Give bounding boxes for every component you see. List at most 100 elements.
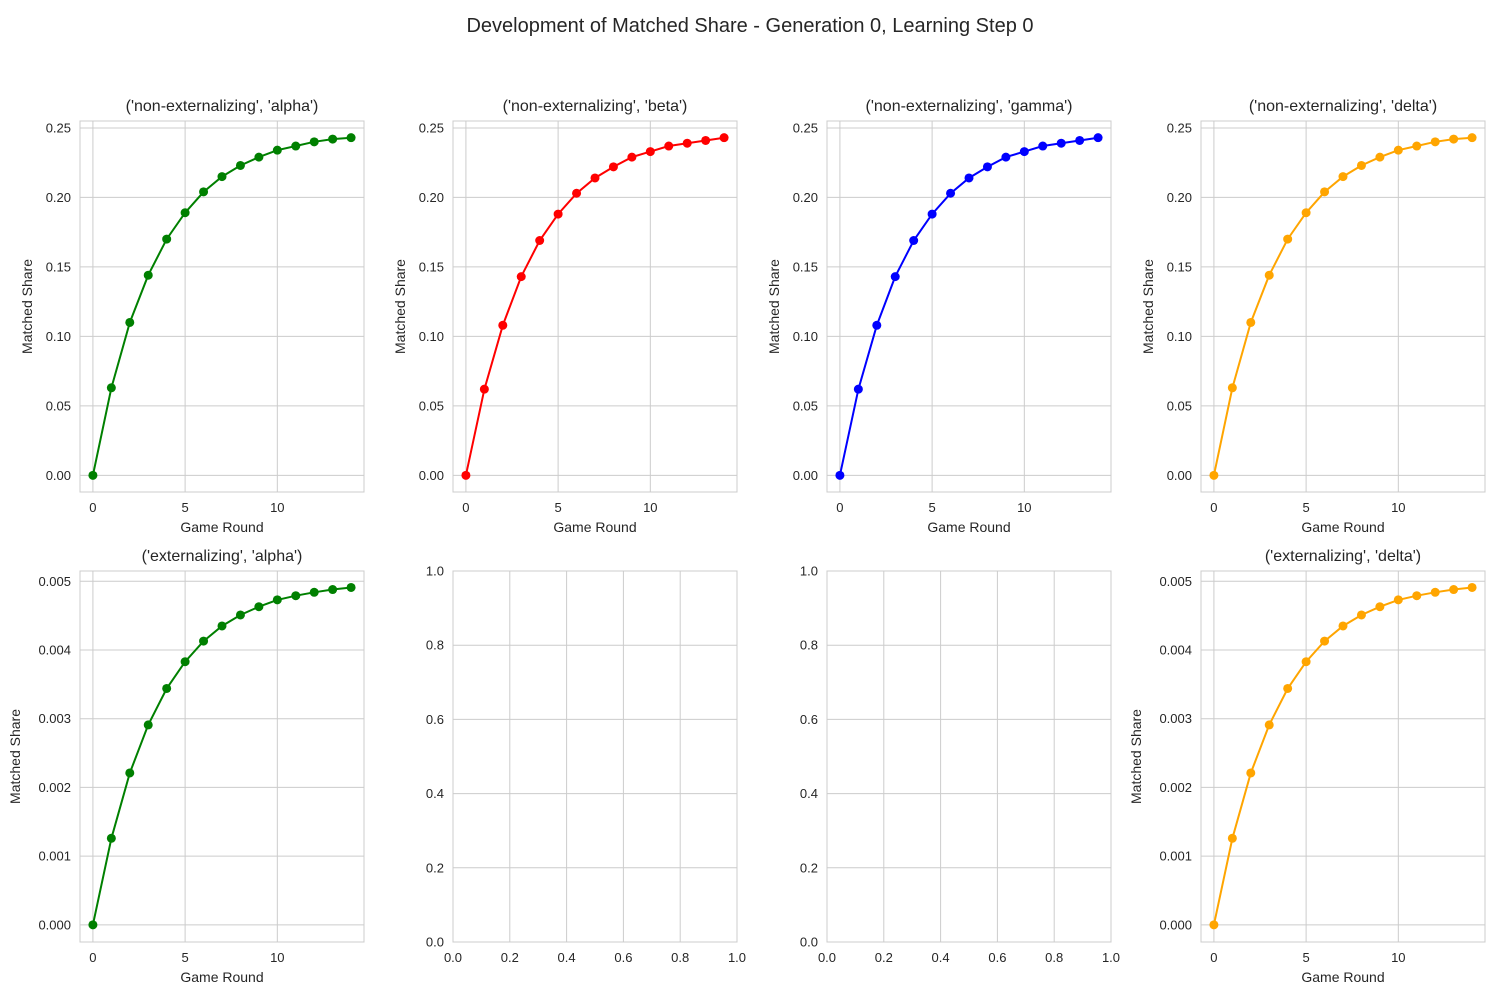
data-point — [1467, 582, 1477, 592]
data-point — [1264, 270, 1274, 280]
data-point — [143, 720, 153, 730]
data-point — [254, 152, 264, 162]
x-axis-label: Game Round — [927, 519, 1010, 535]
data-point — [199, 187, 209, 197]
y-tick-label: 0.8 — [800, 638, 818, 653]
subplot-title: ('externalizing', 'delta') — [1265, 548, 1421, 565]
x-axis-label: Game Round — [553, 519, 636, 535]
x-tick-label: 1.0 — [728, 950, 746, 965]
x-tick-label: 0 — [1210, 950, 1217, 965]
y-tick-label: 0.6 — [426, 712, 444, 727]
axes-frame — [79, 570, 365, 943]
x-tick-label: 0 — [462, 500, 469, 515]
data-point — [272, 145, 282, 155]
x-axis-label: Game Round — [1301, 969, 1384, 985]
subplot-4: 0 5 10 0.00 0.05 0.10 0.15 0.20 0.25 ('non-extern… — [1140, 98, 1486, 535]
data-point — [1209, 920, 1219, 930]
y-tick-label: 0.2 — [800, 860, 818, 875]
y-tick-label: 0.15 — [793, 259, 818, 274]
x-tick-label: 0.6 — [988, 950, 1006, 965]
data-point — [927, 209, 937, 219]
data-point — [1412, 141, 1422, 151]
y-tick-label: 0.8 — [426, 638, 444, 653]
y-axis-label: Matched Share — [392, 259, 408, 354]
y-tick-label: 0.6 — [800, 712, 818, 727]
x-tick-label: 0 — [1210, 500, 1217, 515]
data-point — [1412, 591, 1422, 601]
data-point — [909, 235, 919, 245]
y-tick-label: 0.001 — [1159, 849, 1192, 864]
data-point — [1246, 768, 1256, 778]
y-axis-label: Matched Share — [19, 259, 35, 354]
x-tick-label: 10 — [270, 500, 284, 515]
data-point — [516, 272, 526, 282]
y-tick-label: 0.15 — [419, 259, 444, 274]
y-tick-label: 0.10 — [419, 329, 444, 344]
data-point — [291, 591, 301, 601]
subplot-8: 0 5 10 0.000 0.001 0.002 0.003 0.004 0.005 ('exte… — [1128, 548, 1486, 985]
data-point — [946, 188, 956, 198]
data-point — [88, 470, 98, 480]
data-point — [1356, 160, 1366, 170]
series-line — [838, 136, 1099, 476]
data-point — [143, 270, 153, 280]
x-tick-label: 0.2 — [875, 950, 893, 965]
y-tick-label: 0.10 — [793, 329, 818, 344]
data-point — [88, 920, 98, 930]
data-point — [217, 621, 227, 631]
y-tick-label: 0.003 — [38, 711, 71, 726]
data-point — [199, 636, 209, 646]
y-tick-label: 0.0 — [800, 935, 818, 950]
data-point — [964, 173, 974, 183]
x-tick-label: 0.2 — [501, 950, 519, 965]
x-tick-label: 5 — [181, 500, 188, 515]
axes-frame — [1200, 570, 1486, 943]
data-point — [1467, 133, 1477, 143]
data-point — [682, 138, 692, 148]
x-tick-label: 0.4 — [932, 950, 950, 965]
data-point — [1393, 145, 1403, 155]
data-point — [1001, 152, 1011, 162]
y-tick-label: 0.25 — [1167, 120, 1192, 135]
data-point — [872, 320, 882, 330]
data-point — [479, 384, 489, 394]
data-point — [1320, 187, 1330, 197]
data-point — [1019, 147, 1029, 157]
data-point — [180, 657, 190, 667]
y-tick-label: 0.15 — [46, 259, 71, 274]
data-point — [701, 135, 711, 145]
data-point — [217, 172, 227, 182]
data-point — [1227, 833, 1237, 843]
x-axis-label: Game Round — [1301, 519, 1384, 535]
data-point — [346, 133, 356, 143]
y-tick-label: 0.002 — [38, 780, 71, 795]
data-point — [608, 162, 618, 172]
axes-frame — [826, 120, 1112, 493]
data-point — [162, 683, 172, 693]
axes-frame — [79, 120, 365, 493]
data-point — [1301, 657, 1311, 667]
y-axis-label: Matched Share — [1128, 709, 1144, 804]
subplot-1: 0 5 10 0.00 0.05 0.10 0.15 0.20 0.25 ('non-extern… — [19, 98, 365, 535]
figure-title: Development of Matched Share - Generatio… — [466, 15, 1034, 37]
x-tick-label: 5 — [1302, 500, 1309, 515]
y-tick-label: 0.05 — [1167, 398, 1192, 413]
data-point — [1075, 135, 1085, 145]
y-tick-label: 1.0 — [426, 564, 444, 579]
x-tick-label: 5 — [928, 500, 935, 515]
y-tick-label: 1.0 — [800, 564, 818, 579]
subplot-5: 0 5 10 0.000 0.001 0.002 0.003 0.004 0.005 ('exte… — [7, 548, 365, 985]
y-tick-label: 0.00 — [1167, 468, 1192, 483]
y-tick-label: 0.2 — [426, 860, 444, 875]
subplot-title: ('non-externalizing', 'beta') — [503, 98, 688, 115]
subplot-7: 0.0 0.2 0.4 0.6 0.8 1.0 0.0 0.2 0.4 0.6 0.8 1.0 — [800, 564, 1120, 966]
x-tick-label: 0.0 — [818, 950, 836, 965]
series-line — [91, 136, 352, 476]
data-point — [125, 317, 135, 327]
data-point — [162, 234, 172, 244]
x-axis-label: Game Round — [180, 969, 263, 985]
series-line — [464, 136, 725, 476]
subplot-2: 0 5 10 0.00 0.05 0.10 0.15 0.20 0.25 ('non-extern… — [392, 98, 738, 535]
data-point — [1430, 587, 1440, 597]
